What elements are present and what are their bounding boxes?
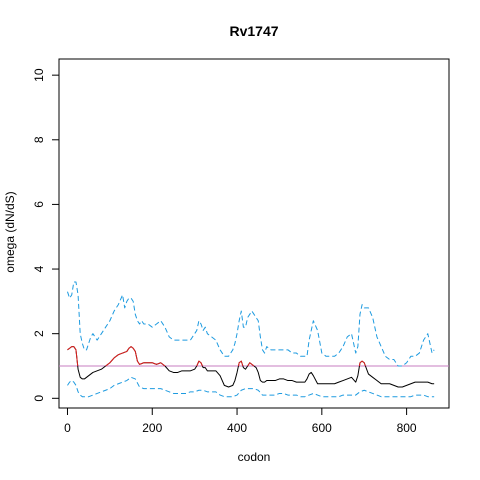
- mean-above-one-segment: [237, 360, 244, 367]
- y-axis-label: omega (dN/dS): [3, 191, 17, 272]
- y-axis: 0 2 4 6 8 10: [32, 68, 60, 402]
- x-tick-label: 800: [397, 421, 417, 435]
- x-axis-label: codon: [238, 450, 271, 464]
- y-tick-label: 6: [32, 201, 46, 208]
- mean-above-one-segment: [247, 362, 255, 367]
- mean-above-one-segment: [67, 346, 79, 367]
- y-tick-label: 8: [32, 136, 46, 143]
- y-tick-label: 4: [32, 265, 46, 272]
- mean-above-one-segment: [196, 360, 203, 367]
- x-tick-label: 200: [142, 421, 162, 435]
- series-layer: [59, 281, 449, 398]
- y-tick-label: 10: [32, 68, 46, 82]
- chart-title: Rv1747: [229, 23, 278, 39]
- plot-frame: [58, 58, 450, 409]
- y-tick-label: 2: [32, 330, 46, 337]
- y-tick-label: 0: [32, 395, 46, 402]
- lower-series-line: [67, 376, 435, 398]
- x-axis: 0 200 400 600 800: [64, 407, 417, 435]
- x-tick-label: 400: [227, 421, 247, 435]
- x-tick-label: 600: [312, 421, 332, 435]
- x-tick-label: 0: [64, 421, 71, 435]
- mean-above-one-segment: [105, 345, 166, 367]
- upper-series-line: [67, 281, 435, 367]
- mean-above-one-segment: [358, 360, 366, 367]
